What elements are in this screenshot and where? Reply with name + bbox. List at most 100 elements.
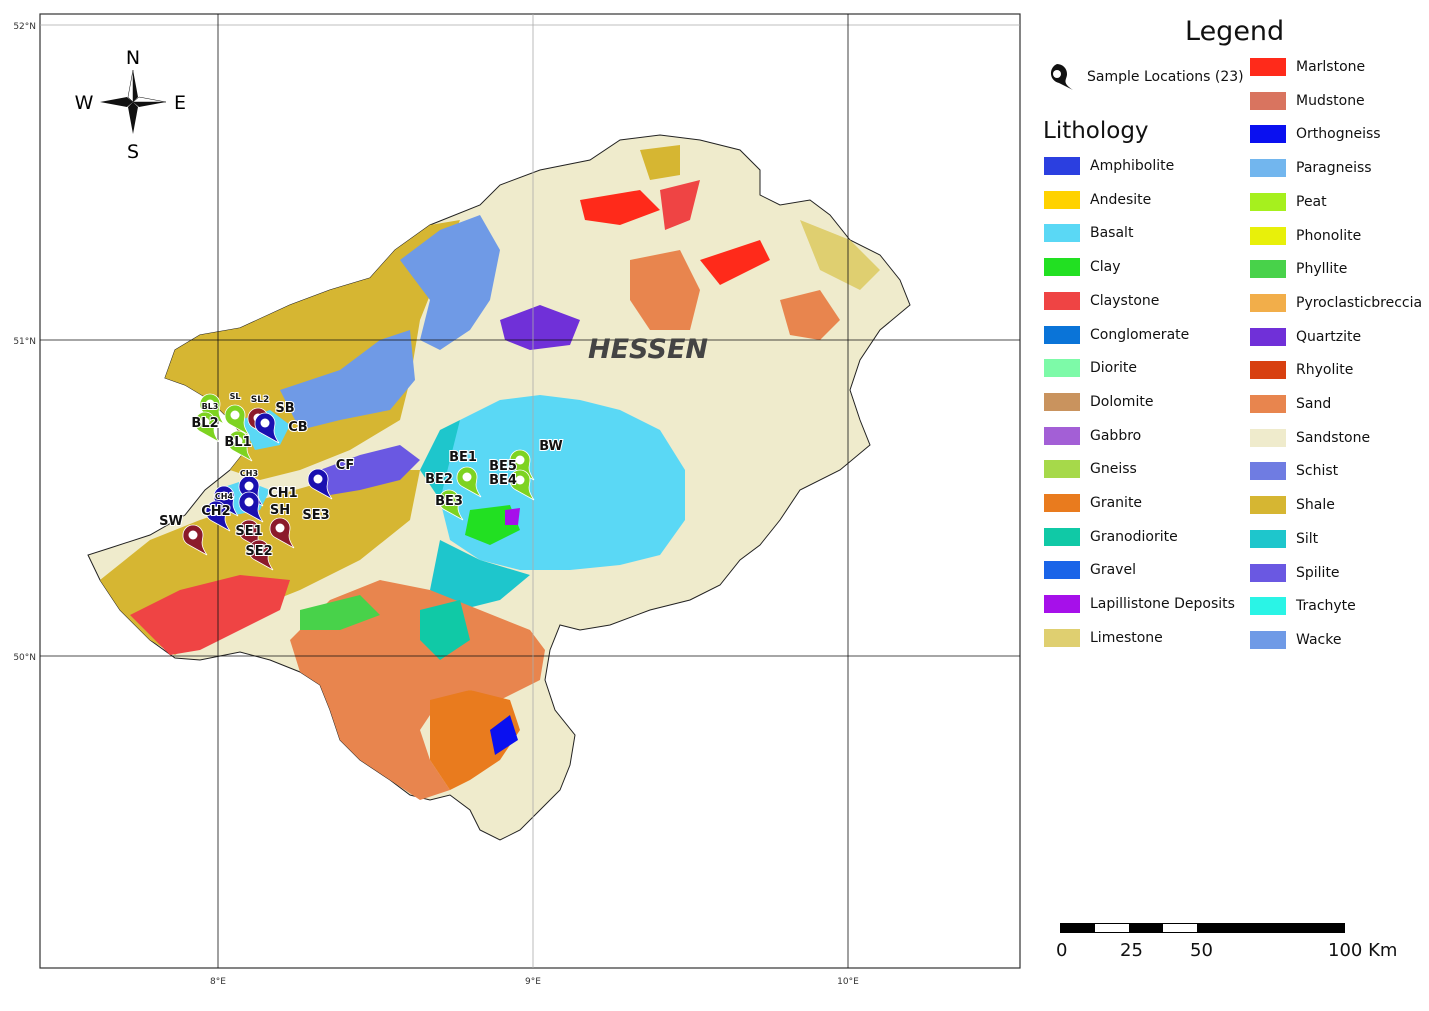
- legend-label: Claystone: [1090, 292, 1160, 309]
- sample-marker-bl2[interactable]: [194, 411, 220, 443]
- legend-item-phonolite: Phonolite: [1250, 226, 1361, 246]
- sample-marker-bl3[interactable]: [199, 393, 225, 425]
- sample-label-sh: SH: [270, 503, 290, 518]
- legend-swatch: [1044, 460, 1080, 479]
- sample-marker-bl1[interactable]: [227, 430, 253, 462]
- legend-swatch: [1044, 595, 1080, 614]
- legend-label: Pyroclasticbreccia: [1296, 294, 1423, 311]
- legend-item-claystone: Claystone: [1044, 291, 1159, 311]
- sample-label-be1: BE1: [449, 450, 477, 465]
- legend-item-wacke: Wacke: [1250, 630, 1341, 650]
- legend-swatch: [1044, 628, 1080, 647]
- legend-swatch: [1044, 291, 1080, 310]
- sample-marker-ch1[interactable]: [238, 491, 264, 523]
- lat-label-50: 50°N: [13, 653, 36, 663]
- legend-item-granodiorite: Granodiorite: [1044, 527, 1178, 547]
- lithology-map: [87, 134, 911, 841]
- legend-label: Peat: [1296, 193, 1327, 210]
- legend-item-amphibolite: Amphibolite: [1044, 156, 1174, 176]
- legend-label: Amphibolite: [1090, 158, 1175, 174]
- legend-swatch: [1044, 224, 1080, 243]
- lon-label-10: 10°E: [837, 977, 859, 987]
- lat-label-51: 51°N: [13, 337, 36, 347]
- legend-swatch: [1044, 426, 1080, 445]
- sample-label-ch3: CH3: [240, 469, 258, 478]
- sample-marker-be1[interactable]: [456, 466, 482, 498]
- legend-item-rhyolite: Rhyolite: [1250, 360, 1353, 380]
- scale-bar: [1060, 923, 1345, 933]
- legend-label: Marlstone: [1296, 59, 1366, 75]
- sample-label-be2: BE2: [425, 472, 453, 487]
- sample-marker-sb[interactable]: [254, 412, 280, 444]
- sample-marker-cf[interactable]: [307, 468, 333, 500]
- legend-swatch: [1044, 561, 1080, 580]
- legend-item-andesite: Andesite: [1044, 190, 1151, 210]
- compass-rose: N S E W: [75, 47, 186, 163]
- legend-item-gravel: Gravel: [1044, 560, 1136, 580]
- graticule: [40, 14, 1020, 968]
- legend-swatch: [1250, 361, 1286, 380]
- legend-item-dolomite: Dolomite: [1044, 392, 1153, 412]
- legend-label: Mudstone: [1296, 92, 1365, 109]
- legend-item-trachyte: Trachyte: [1250, 596, 1356, 616]
- legend-label: Paragneiss: [1296, 160, 1372, 177]
- legend-label: Andesite: [1090, 191, 1152, 208]
- legend-swatch: [1250, 159, 1286, 178]
- legend-swatch: [1250, 327, 1286, 346]
- legend-label: Granodiorite: [1090, 528, 1178, 545]
- sample-markers: [182, 393, 535, 571]
- legend-label: Quartzite: [1296, 328, 1362, 345]
- sample-marker-sw[interactable]: [182, 524, 208, 556]
- sample-marker-se2[interactable]: [248, 539, 274, 571]
- sample-marker-ch2[interactable]: [205, 500, 231, 532]
- sample-labels: BL3 SL SL2 SB BL2 CB BL1 CF CH4 CH3 CH1 CH2 SH SE3 SE1…: [158, 391, 564, 560]
- sample-label-bl1: BL1: [224, 435, 251, 450]
- sample-label-sl: SL: [230, 392, 241, 401]
- legend-label: Limestone: [1090, 629, 1163, 646]
- legend-swatch: [1044, 392, 1080, 411]
- legend-swatch: [1250, 226, 1286, 245]
- legend-label: Dolomite: [1090, 393, 1154, 410]
- lat-label-52: 52°N: [13, 22, 36, 32]
- legend-swatch: [1250, 395, 1286, 413]
- legend-item-paragneiss: Paragneiss: [1250, 158, 1372, 178]
- legend-item-spilite: Spilite: [1250, 563, 1340, 583]
- lon-label-9: 9°E: [525, 977, 541, 987]
- sample-marker-be3[interactable]: [438, 489, 464, 521]
- legend-item-silt: Silt: [1250, 529, 1318, 549]
- sample-marker-sh[interactable]: [269, 517, 295, 549]
- legend-swatch: [1044, 325, 1080, 344]
- legend-swatch: [1250, 462, 1286, 481]
- legend-swatch: [1250, 597, 1286, 616]
- legend-item-schist: Schist: [1250, 461, 1338, 481]
- sample-marker-be5[interactable]: [509, 449, 535, 481]
- legend-item-pyroclasticbreccia: Pyroclasticbreccia: [1250, 293, 1422, 313]
- region-label: HESSEN: [588, 334, 708, 365]
- legend-swatch: [1044, 359, 1080, 378]
- compass-s: S: [127, 141, 139, 163]
- legend-label: Gabbro: [1090, 427, 1142, 444]
- legend-label: Wacke: [1296, 631, 1342, 648]
- legend-swatch: [1250, 260, 1286, 279]
- legend-label: Orthogneiss: [1296, 126, 1381, 143]
- legend-label: Conglomerate: [1090, 326, 1190, 343]
- legend-swatch: [1250, 192, 1286, 211]
- compass-n: N: [126, 47, 140, 69]
- sample-label-ch4: CH4: [215, 492, 234, 501]
- compass-w: W: [75, 92, 94, 114]
- sample-marker-sl[interactable]: [224, 404, 250, 436]
- legend-samples: Sample Locations (23): [1045, 62, 1244, 92]
- legend-label: Shale: [1296, 497, 1335, 514]
- sample-marker-icon: [1050, 64, 1073, 90]
- legend-item-basalt: Basalt: [1044, 223, 1133, 243]
- legend-swatch: [1044, 494, 1080, 512]
- sample-label-cb: CB: [288, 420, 307, 435]
- sample-marker-be4[interactable]: [509, 469, 535, 501]
- granite-south: [290, 580, 545, 800]
- sample-label-be5: BE5: [489, 459, 517, 474]
- legend-label: Gravel: [1090, 562, 1136, 579]
- legend-label: Trachyte: [1296, 598, 1356, 615]
- legend-label: Sand: [1296, 396, 1332, 412]
- legend-swatch: [1250, 496, 1286, 515]
